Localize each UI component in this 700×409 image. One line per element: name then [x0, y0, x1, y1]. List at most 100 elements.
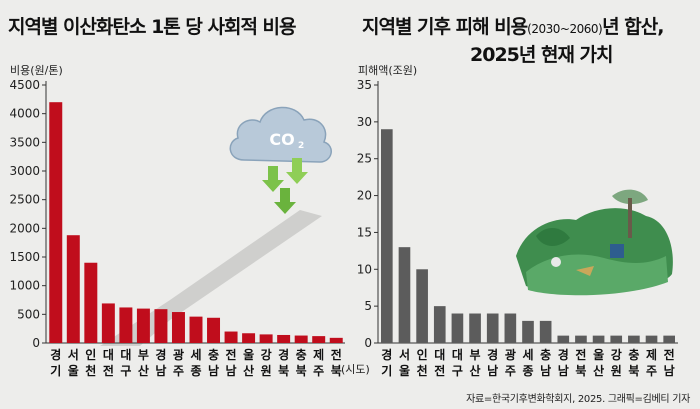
- category-label: 원: [611, 364, 622, 378]
- bar-14: [277, 334, 291, 343]
- y-tick-label: 0: [364, 336, 372, 350]
- category-label: 경: [50, 348, 61, 362]
- category-label: 강: [611, 348, 622, 362]
- bar-3: [416, 269, 428, 343]
- svg-text:CO: CO: [269, 130, 294, 149]
- category-label: 전: [575, 347, 586, 362]
- left-y-axis-unit: 비용(원/톤): [10, 64, 63, 77]
- category-label: 남: [155, 363, 166, 378]
- category-label: 경: [487, 348, 498, 362]
- category-label: 부: [138, 348, 149, 362]
- category-label: 북: [628, 364, 639, 378]
- right-chart-title-line1: 지역별 기후 피해 비용(2030~2060)년 합산,: [362, 12, 664, 39]
- bar-13: [259, 334, 273, 343]
- y-tick-label: 4000: [9, 107, 40, 121]
- category-label: 남: [208, 363, 219, 378]
- category-label: 충: [628, 347, 639, 362]
- category-label: 충: [540, 347, 551, 362]
- bar-1: [381, 129, 393, 343]
- bar-1: [49, 102, 63, 343]
- category-label: 대: [120, 348, 131, 362]
- category-label: 전: [103, 363, 114, 378]
- co2-cloud-icon: CO 2: [229, 106, 332, 214]
- y-tick-label: 0: [32, 336, 40, 350]
- category-label: 북: [296, 364, 307, 378]
- category-label: 주: [313, 364, 324, 378]
- y-tick-label: 10: [357, 262, 372, 276]
- category-label: 경: [558, 348, 569, 362]
- category-label: 남: [487, 363, 498, 378]
- category-label: 대: [452, 348, 463, 362]
- bar-2: [66, 235, 80, 343]
- category-label: 강: [261, 348, 272, 362]
- left-bar-chart: 050010001500200025003000350040004500경기서울…: [9, 78, 345, 378]
- category-label: 종: [190, 364, 201, 378]
- category-label: 인: [417, 347, 428, 362]
- bar-5: [451, 313, 464, 343]
- bar-16: [312, 336, 326, 343]
- right-chart-title-line2: 2025년 현재 가치: [470, 44, 614, 66]
- category-label: 천: [85, 363, 96, 378]
- category-label: 원: [261, 364, 272, 378]
- category-label: 세: [522, 347, 533, 362]
- category-label: 산: [138, 363, 149, 378]
- category-label: 경: [381, 348, 392, 362]
- category-label: 산: [593, 363, 604, 378]
- bar-12: [242, 333, 256, 343]
- category-label: 충: [296, 347, 307, 362]
- category-label: 대: [434, 348, 445, 362]
- bar-15: [294, 335, 308, 343]
- category-label: 전: [664, 347, 675, 362]
- category-label: 종: [522, 364, 533, 378]
- category-label: 인: [85, 347, 96, 362]
- bar-4: [433, 306, 446, 343]
- category-label: 기: [50, 363, 61, 378]
- bar-7: [486, 313, 499, 343]
- right-bar-chart: 05101520253035경기서울인천대전대구부산경남광주세종충남경남전북울산…: [357, 78, 678, 378]
- y-tick-label: 4500: [9, 78, 40, 92]
- y-tick-label: 500: [17, 307, 40, 321]
- category-label: 울: [243, 348, 254, 362]
- y-tick-label: 3000: [9, 164, 40, 178]
- bar-10: [539, 320, 552, 343]
- source-credit: 자료=한국기후변화학회지, 2025. 그래픽=김베티 기자: [466, 394, 690, 405]
- right-title-tail: 년 합산,: [602, 16, 664, 38]
- climate-damage-illustration-icon: [516, 189, 673, 296]
- category-label: 경: [155, 348, 166, 362]
- category-label: 울: [399, 364, 410, 378]
- left-chart-title: 지역별 이산화탄소 1톤 당 사회적 비용: [8, 16, 296, 38]
- category-label: 경: [278, 348, 289, 362]
- category-label: 구: [452, 364, 463, 378]
- y-tick-label: 2500: [9, 193, 40, 207]
- right-title-period: (2030~2060): [527, 22, 603, 36]
- category-label: 구: [120, 364, 131, 378]
- category-label: 전: [331, 347, 342, 362]
- bar-8: [504, 313, 517, 343]
- category-label: 주: [173, 364, 184, 378]
- bar-3: [84, 262, 98, 343]
- category-label: 남: [558, 363, 569, 378]
- category-label: 울: [68, 364, 79, 378]
- category-label: 충: [208, 347, 219, 362]
- y-tick-label: 5: [364, 299, 372, 313]
- y-tick-label: 1500: [9, 250, 40, 264]
- category-label: 제: [313, 348, 324, 362]
- category-label: 광: [505, 347, 516, 362]
- bar-2: [398, 247, 411, 343]
- category-label: 남: [226, 363, 237, 378]
- y-tick-label: 20: [357, 189, 372, 203]
- bar-12: [575, 335, 587, 343]
- bar-6: [136, 308, 150, 343]
- y-tick-label: 25: [357, 152, 372, 166]
- category-label: 기: [381, 363, 392, 378]
- bar-4: [101, 303, 115, 343]
- right-x-axis-label: (시도): [341, 363, 370, 376]
- bar-9: [522, 320, 534, 343]
- bar-10: [207, 317, 221, 343]
- y-tick-label: 35: [357, 78, 372, 92]
- category-label: 광: [173, 347, 184, 362]
- category-label: 서: [68, 347, 79, 362]
- category-label: 주: [505, 364, 516, 378]
- category-label: 전: [434, 363, 445, 378]
